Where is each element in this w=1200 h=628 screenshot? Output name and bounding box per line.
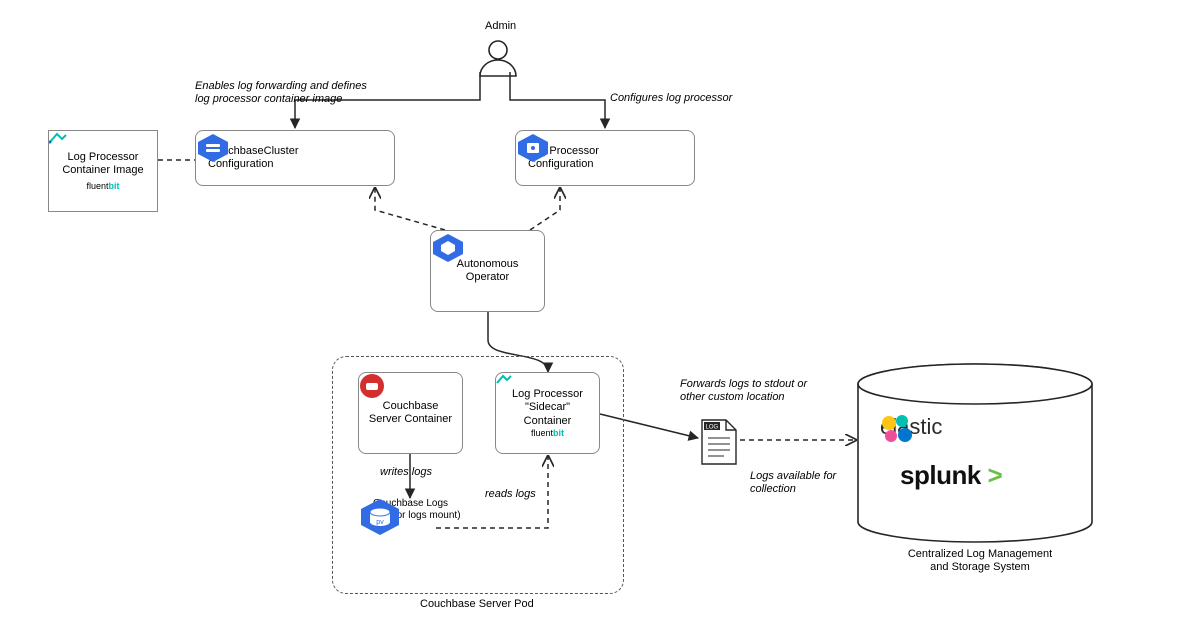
svg-text:LOG: LOG — [706, 425, 719, 431]
log-processor-image-box: Log ProcessorContainer Image fluentbit — [48, 130, 158, 212]
enables-label: Enables log forwarding and defineslog pr… — [195, 80, 425, 106]
writes-logs-label: writes logs — [380, 466, 432, 479]
sidecar-container-label: Log Processor"Sidecar"Container — [512, 388, 583, 428]
sidecar-container-box: Log Processor"Sidecar"Container fluentbi… — [495, 372, 600, 454]
k8s-crd-icon — [196, 133, 230, 163]
reads-logs-label: reads logs — [485, 488, 536, 501]
splunk-caret-icon: > — [981, 460, 1002, 490]
admin-icon — [480, 41, 516, 76]
forwards-label: Forwards logs to stdout orother custom l… — [680, 378, 850, 404]
log-processor-config-box: Log ProcessorConfiguration — [515, 130, 695, 186]
fluentbit-label: fluentbit — [531, 428, 564, 438]
fluentbit-icon — [496, 373, 512, 385]
available-label: Logs available forcollection — [750, 470, 870, 496]
edge-admin-to-logcfg — [510, 72, 605, 128]
autonomous-operator-box: AutonomousOperator — [430, 230, 545, 312]
svg-text:pv: pv — [376, 519, 384, 526]
edge-op-watch-log — [530, 188, 560, 230]
configures-label: Configures log processor — [610, 92, 732, 105]
log-file-icon: LOG — [702, 420, 736, 464]
fluentbit-icon — [49, 131, 67, 145]
splunk-logo: splunk > — [900, 460, 1002, 491]
database-cylinder — [858, 364, 1092, 542]
couchbase-logs-node: pv Couchbase Logs(default or logs mount) — [358, 498, 463, 522]
k8s-pv-icon: pv — [358, 498, 402, 536]
k8s-secret-icon — [516, 133, 550, 163]
couchbase-icon — [359, 373, 385, 399]
admin-label: Admin — [485, 20, 516, 33]
couchbase-server-container-box: CouchbaseServer Container — [358, 372, 463, 454]
fluentbit-label: fluentbit — [86, 181, 119, 191]
elastic-logo: elastic — [880, 414, 942, 440]
elastic-icon — [880, 414, 914, 444]
couchbase-server-container-label: CouchbaseServer Container — [369, 400, 452, 426]
db-label: Centralized Log Managementand Storage Sy… — [900, 548, 1060, 574]
k8s-operator-icon — [431, 233, 465, 263]
splunk-label: splunk — [900, 460, 981, 490]
log-processor-image-label: Log ProcessorContainer Image — [62, 151, 143, 177]
autonomous-operator-label: AutonomousOperator — [457, 258, 519, 284]
couchbase-cluster-config-box: CouchbaseClusterConfiguration — [195, 130, 395, 186]
edge-op-watch-cluster — [375, 188, 445, 230]
pod-label: Couchbase Server Pod — [420, 598, 534, 611]
